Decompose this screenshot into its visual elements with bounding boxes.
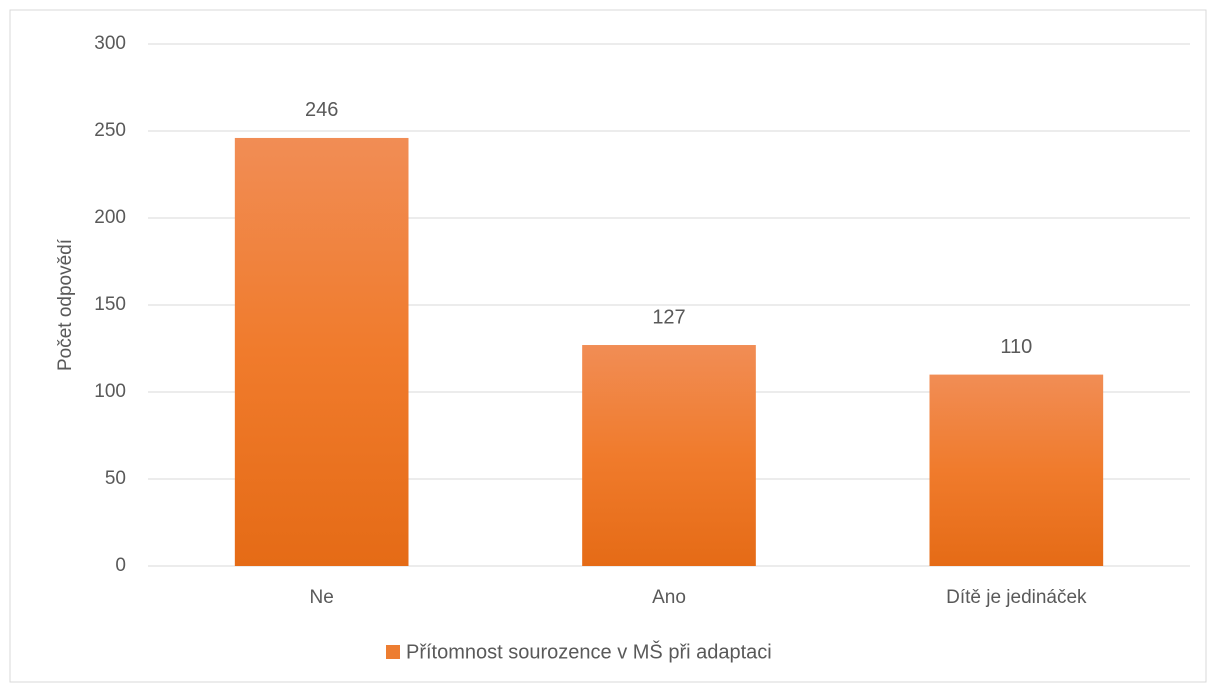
x-tick-label: Ne	[310, 587, 334, 608]
y-tick-label: 100	[94, 381, 126, 402]
y-tick-label: 250	[94, 120, 126, 141]
bar	[234, 137, 409, 566]
x-tick-label: Ano	[652, 587, 686, 608]
y-tick-label: 50	[105, 468, 126, 489]
x-tick-label: Dítě je jedináček	[946, 587, 1087, 608]
legend-swatch	[386, 645, 400, 659]
y-tick-label: 150	[94, 294, 126, 315]
y-tick-label: 200	[94, 207, 126, 228]
bar	[582, 345, 756, 566]
data-label: 127	[652, 306, 685, 328]
bar	[929, 374, 1104, 566]
y-axis-label: Počet odpovědí	[55, 238, 76, 371]
data-label: 110	[1000, 336, 1032, 358]
data-label: 246	[305, 99, 338, 121]
y-tick-label: 300	[94, 33, 126, 54]
y-tick-label: 0	[115, 555, 126, 576]
legend-label: Přítomnost sourozence v MŠ při adaptaci	[406, 640, 772, 663]
